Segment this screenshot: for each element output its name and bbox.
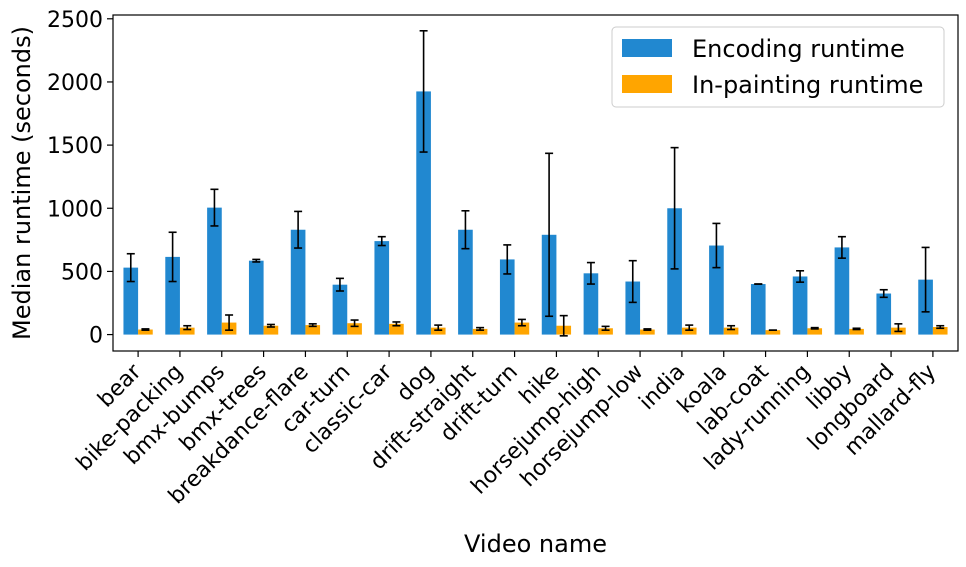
bar-encoding-india xyxy=(667,208,682,335)
error-bar-inpainting-koala xyxy=(727,324,736,331)
error-bar-encoding-horsejump-high xyxy=(586,261,595,285)
plot-frame xyxy=(112,14,959,352)
error-bar-encoding-bear xyxy=(126,252,135,283)
error-bar-encoding-dog xyxy=(419,29,428,153)
bar-inpainting-koala xyxy=(723,327,739,335)
error-bar-inpainting-car-turn xyxy=(350,319,359,328)
y-axis: 0 500 1000 1500 2000 2500 xyxy=(47,8,113,349)
y-tick-label-500: 500 xyxy=(61,260,103,285)
bar-inpainting-breakdance-flare xyxy=(305,325,321,335)
error-bar-encoding-horsejump-low xyxy=(628,259,637,304)
bar-inpainting-bear xyxy=(138,329,153,335)
bar-encoding-drift-straight xyxy=(458,229,473,335)
error-bar-inpainting-classic-car xyxy=(392,321,401,327)
error-bar-encoding-libby xyxy=(837,235,846,259)
error-bar-encoding-india xyxy=(670,146,679,270)
error-bar-encoding-hike xyxy=(545,152,554,318)
error-bar-encoding-longboard xyxy=(879,288,888,299)
bar-inpainting-lab-coat xyxy=(765,330,781,335)
error-bar-inpainting-bear xyxy=(141,328,150,331)
legend-box xyxy=(611,26,945,108)
error-bar-encoding-drift-turn xyxy=(503,244,512,275)
legend-label-encoding: Encoding runtime xyxy=(692,35,905,63)
error-bar-inpainting-horsejump-low xyxy=(643,328,652,331)
y-axis-title: Median runtime (seconds) xyxy=(8,26,36,340)
legend: Encoding runtime In-painting runtime xyxy=(611,26,945,108)
error-bar-inpainting-india xyxy=(685,324,694,331)
bar-inpainting-drift-straight xyxy=(472,328,488,335)
error-bar-inpainting-drift-straight xyxy=(476,326,485,331)
bar-encoding-bike-packing xyxy=(165,256,180,335)
bar-inpainting-mallard-fly xyxy=(932,327,948,335)
bar-encoding-bear xyxy=(123,267,139,335)
y-tick-label-2000: 2000 xyxy=(47,71,103,96)
error-bar-encoding-lady-running xyxy=(796,269,805,283)
error-bar-encoding-koala xyxy=(712,222,721,269)
error-bars-layer xyxy=(126,29,945,337)
y-tick-label-2500: 2500 xyxy=(47,8,103,33)
y-tick-label-0: 0 xyxy=(89,324,103,349)
error-bar-inpainting-breakdance-flare xyxy=(308,323,317,328)
error-bar-encoding-drift-straight xyxy=(461,209,470,250)
bar-encoding-horsejump-high xyxy=(583,273,599,335)
legend-label-inpainting: In-painting runtime xyxy=(692,71,923,99)
bar-encoding-longboard xyxy=(876,293,892,335)
error-bar-inpainting-libby xyxy=(852,327,861,331)
bar-encoding-horsejump-low xyxy=(625,281,641,335)
bar-encoding-bmx-trees xyxy=(248,260,264,335)
bar-inpainting-bike-packing xyxy=(179,327,195,335)
bar-inpainting-classic-car xyxy=(389,323,404,335)
bar-encoding-car-turn xyxy=(332,284,348,335)
y-tick-label-1000: 1000 xyxy=(47,197,103,222)
bar-inpainting-dog xyxy=(430,327,446,335)
legend-swatch-encoding xyxy=(622,39,672,57)
error-bar-inpainting-bmx-bumps xyxy=(225,314,234,331)
x-axis: bearbike-packingbmx-bumpsbmx-treesbreakd… xyxy=(72,351,941,509)
bar-inpainting-libby xyxy=(849,328,864,335)
bars-layer xyxy=(123,91,948,335)
error-bar-encoding-car-turn xyxy=(335,277,344,292)
error-bar-inpainting-bmx-trees xyxy=(266,323,275,328)
bar-inpainting-car-turn xyxy=(347,323,362,335)
bar-inpainting-bmx-trees xyxy=(263,325,279,335)
bar-encoding-libby xyxy=(834,247,850,335)
error-bar-encoding-bmx-bumps xyxy=(210,188,219,227)
bar-encoding-breakdance-flare xyxy=(290,229,306,335)
bar-encoding-lady-running xyxy=(792,276,808,335)
error-bar-encoding-bike-packing xyxy=(168,231,177,283)
bar-inpainting-horsejump-low xyxy=(640,329,655,335)
error-bar-encoding-bmx-trees xyxy=(252,258,261,263)
error-bar-encoding-mallard-fly xyxy=(921,246,930,313)
error-bar-encoding-breakdance-flare xyxy=(294,210,303,249)
error-bar-inpainting-hike xyxy=(559,314,568,337)
bar-encoding-classic-car xyxy=(374,241,390,335)
error-bar-inpainting-dog xyxy=(434,324,443,331)
bar-inpainting-horsejump-high xyxy=(598,328,613,335)
error-bar-inpainting-mallard-fly xyxy=(936,324,945,330)
error-bar-inpainting-drift-turn xyxy=(517,318,526,327)
x-axis-title: Video name xyxy=(464,530,607,558)
y-tick-label-1500: 1500 xyxy=(47,134,103,159)
bar-inpainting-india xyxy=(681,327,697,335)
bar-encoding-drift-turn xyxy=(499,259,515,335)
error-bar-inpainting-lady-running xyxy=(810,326,819,330)
error-bar-inpainting-bike-packing xyxy=(183,324,192,331)
bar-encoding-bmx-bumps xyxy=(207,207,222,335)
bar-inpainting-lady-running xyxy=(807,328,823,335)
error-bar-encoding-classic-car xyxy=(377,235,386,247)
error-bar-inpainting-horsejump-high xyxy=(601,325,610,331)
legend-swatch-inpainting xyxy=(622,75,672,93)
bar-encoding-lab-coat xyxy=(750,284,766,335)
error-bar-inpainting-longboard xyxy=(894,323,903,333)
